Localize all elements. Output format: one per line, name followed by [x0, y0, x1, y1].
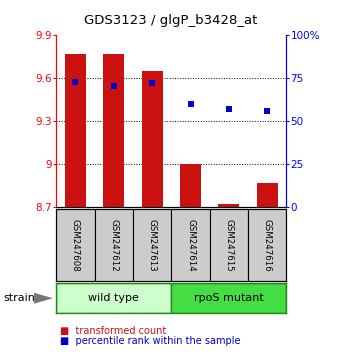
- Bar: [94, 209, 133, 281]
- Text: GSM247615: GSM247615: [224, 219, 233, 272]
- Bar: [257, 183, 278, 207]
- Text: GSM247614: GSM247614: [186, 219, 195, 272]
- Text: GSM247608: GSM247608: [71, 219, 80, 272]
- Text: ■  percentile rank within the sample: ■ percentile rank within the sample: [60, 336, 240, 346]
- Bar: [103, 54, 124, 207]
- Text: wild type: wild type: [88, 293, 139, 303]
- Bar: [171, 283, 286, 313]
- Text: GDS3123 / glgP_b3428_at: GDS3123 / glgP_b3428_at: [84, 14, 257, 27]
- Bar: [210, 209, 248, 281]
- Text: GSM247612: GSM247612: [109, 219, 118, 272]
- Text: GSM247613: GSM247613: [148, 219, 157, 272]
- Bar: [248, 209, 286, 281]
- Bar: [56, 283, 171, 313]
- Bar: [171, 209, 210, 281]
- Bar: [65, 54, 86, 207]
- Bar: [133, 209, 172, 281]
- Text: strain: strain: [3, 293, 35, 303]
- Text: ■  transformed count: ■ transformed count: [60, 326, 166, 336]
- Bar: [142, 71, 163, 207]
- Bar: [56, 209, 94, 281]
- Text: GSM247616: GSM247616: [263, 219, 272, 272]
- Polygon shape: [34, 293, 53, 304]
- Bar: [218, 204, 239, 207]
- Bar: [180, 164, 201, 207]
- Text: rpoS mutant: rpoS mutant: [194, 293, 264, 303]
